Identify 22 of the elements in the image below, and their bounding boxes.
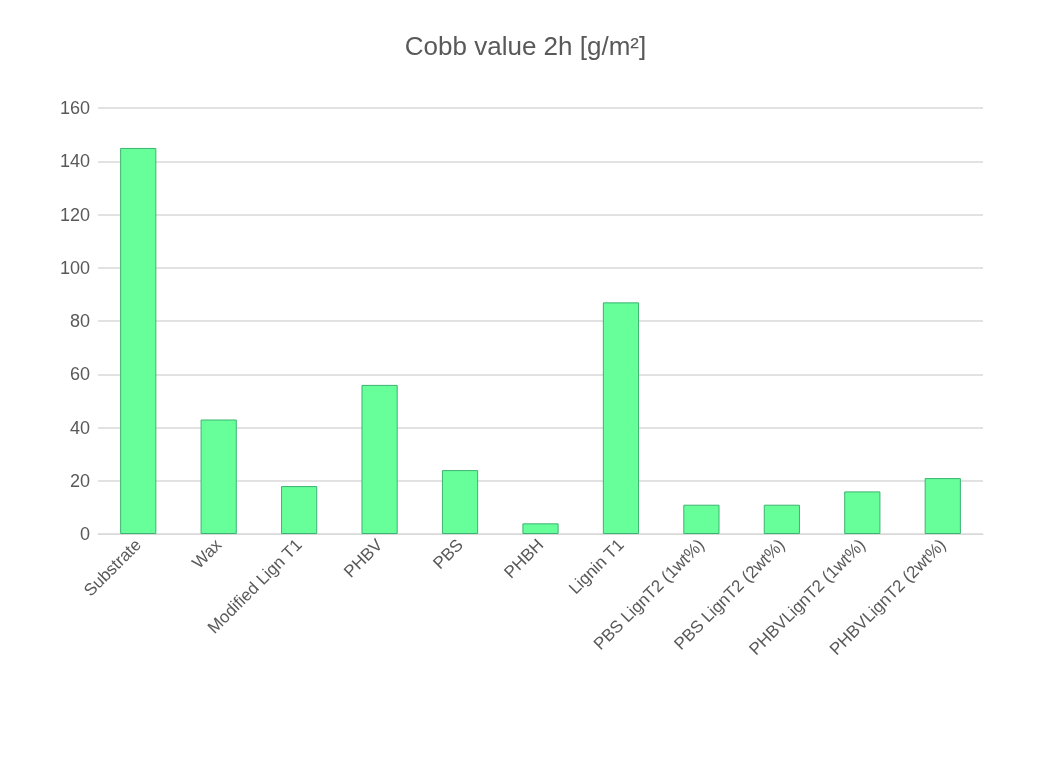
bar [602,302,640,534]
y-tick-label: 0 [79,524,90,544]
y-tick-label: 100 [59,257,90,278]
bar [361,384,398,534]
bar [924,478,961,534]
bar [683,504,720,534]
y-tick-label: 140 [59,151,90,172]
x-tick-label: Wax [188,534,226,573]
bar [844,491,881,534]
bar [441,470,479,534]
bar [763,504,800,534]
y-tick-label: 20 [69,470,90,491]
y-tick-label: 60 [69,364,90,385]
y-tick-label: 120 [59,204,90,225]
chart-title: Cobb value 2h [g/m²] [404,31,647,61]
bar [281,486,318,534]
y-tick-label: 160 [59,98,90,118]
bar [522,523,559,534]
bar [120,147,157,534]
bar [200,419,237,534]
y-tick-label: 80 [69,311,90,331]
y-tick-label: 40 [69,417,90,438]
